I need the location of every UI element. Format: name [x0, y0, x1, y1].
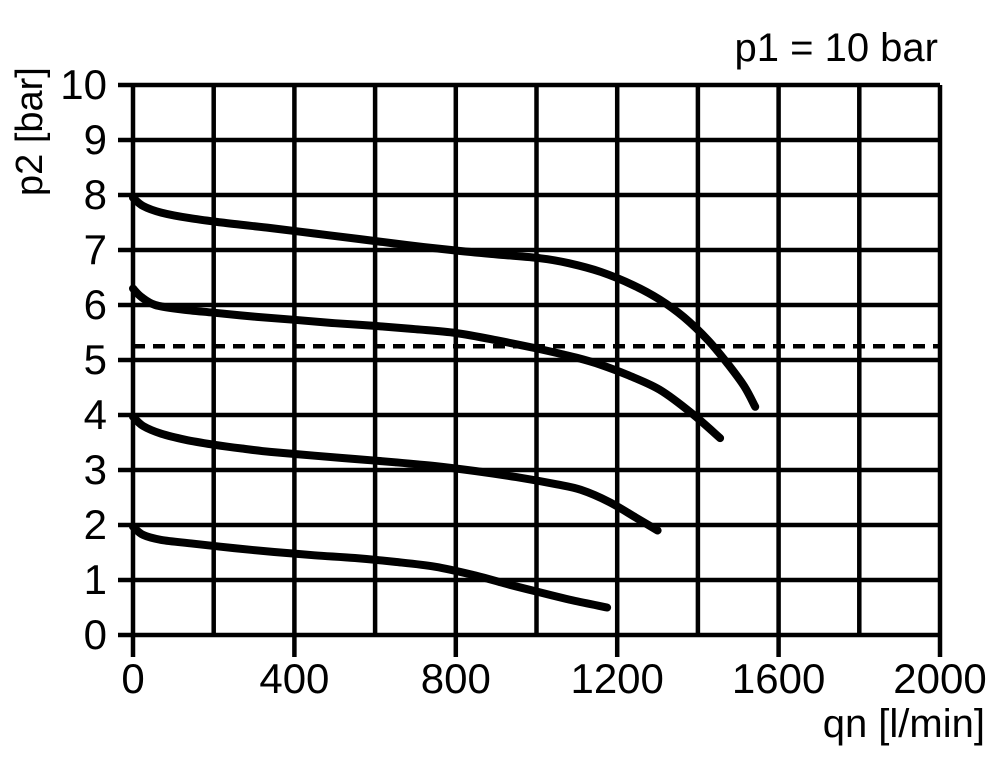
x-tick-label-800: 800 [420, 655, 491, 702]
y-tick-label-0: 0 [83, 611, 107, 658]
x-tick-label-1200: 1200 [570, 655, 664, 702]
curve-8-bar-curve [129, 193, 760, 411]
x-tick-label-0: 0 [121, 655, 145, 702]
y-tick-label-2: 2 [83, 501, 107, 548]
y-tick-label-6: 6 [83, 281, 107, 328]
curve-4-bar-curve [129, 412, 662, 535]
y-tick-label-7: 7 [83, 226, 107, 273]
curve-6.3-bar-curve [129, 284, 725, 443]
curve-2-bar-curve [129, 522, 612, 612]
y-tick-label-5: 5 [83, 336, 107, 383]
y-tick-label-4: 4 [83, 391, 107, 438]
y-tick-label-1: 1 [83, 556, 107, 603]
chart-title: p1 = 10 bar [734, 26, 939, 70]
y-tick-label-8: 8 [83, 171, 107, 218]
y-tick-label-3: 3 [83, 446, 107, 493]
x-tick-label-400: 400 [259, 655, 330, 702]
x-tick-label-2000: 2000 [893, 655, 987, 702]
x-tick-label-1600: 1600 [731, 655, 826, 702]
x-axis-label: qn [l/min] [822, 702, 985, 746]
y-tick-label-10: 10 [60, 61, 107, 108]
y-tick-label-9: 9 [83, 116, 107, 163]
